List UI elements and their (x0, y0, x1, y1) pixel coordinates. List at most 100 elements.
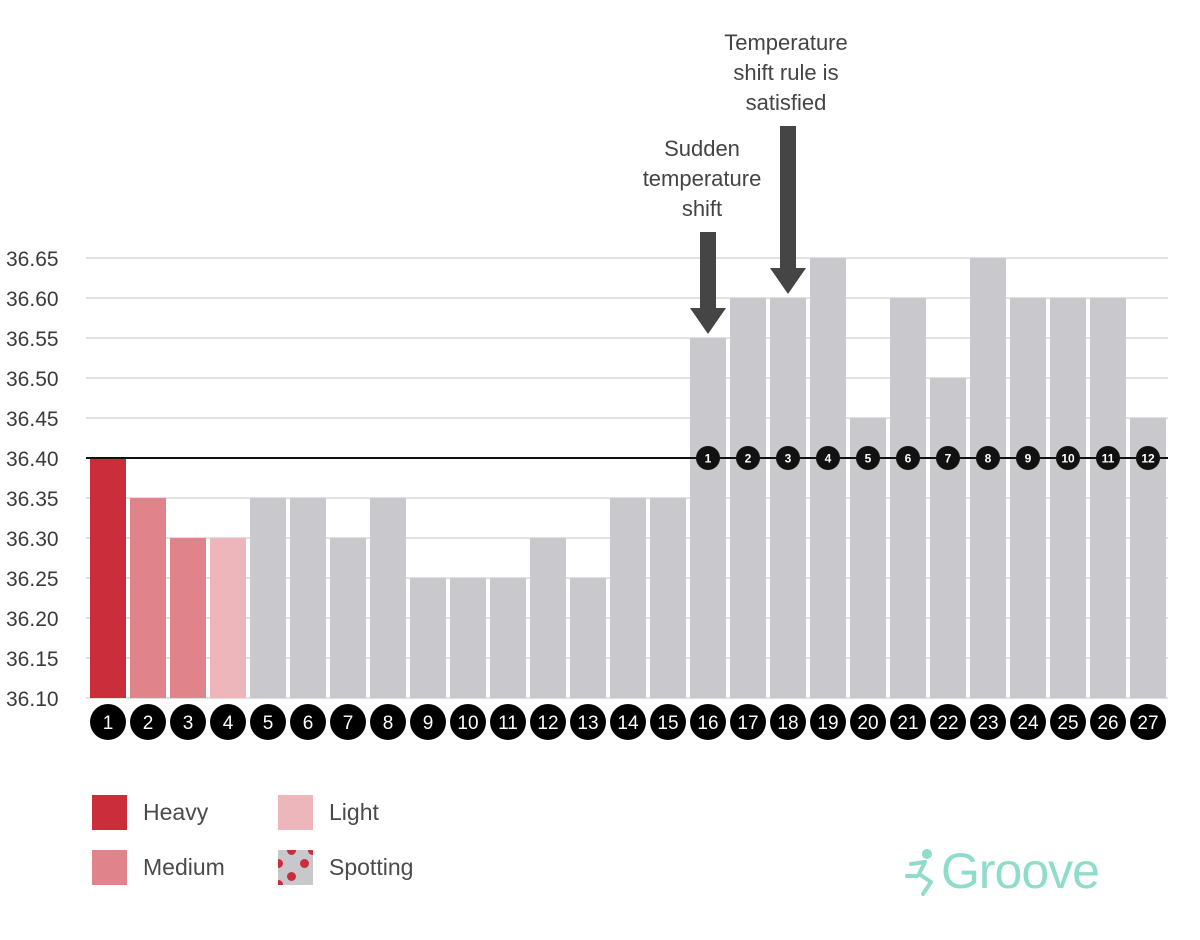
bar (330, 538, 366, 698)
day-label: 10 (457, 713, 478, 734)
bar (1010, 298, 1046, 698)
shift-day-label: 10 (1061, 452, 1075, 466)
shift-day-marker (1056, 446, 1080, 470)
day-label: 15 (657, 713, 678, 734)
y-tick-label: 36.25 (6, 568, 59, 591)
day-marker (290, 704, 326, 740)
shift-day-label: 7 (945, 452, 952, 466)
day-marker (330, 704, 366, 740)
y-tick-label: 36.60 (6, 288, 59, 311)
day-marker (770, 704, 806, 740)
day-marker (650, 704, 686, 740)
day-label: 24 (1017, 713, 1039, 734)
shift-day-label: 5 (865, 452, 872, 466)
y-tick-label: 36.40 (6, 448, 59, 471)
day-label: 7 (343, 713, 354, 734)
shift-day-marker (776, 446, 800, 470)
day-label: 16 (697, 713, 718, 734)
bar (410, 578, 446, 698)
bar (490, 578, 526, 698)
bar (690, 338, 726, 698)
day-label: 22 (937, 713, 958, 734)
bar (1050, 298, 1086, 698)
annotation-text: shift rule is (733, 60, 838, 85)
bar (90, 458, 126, 698)
day-marker (170, 704, 206, 740)
day-label: 5 (263, 713, 274, 734)
day-label: 1 (103, 713, 114, 734)
y-tick-label: 36.10 (6, 688, 59, 711)
shift-day-label: 11 (1102, 452, 1115, 466)
bar (810, 258, 846, 698)
day-label: 17 (737, 713, 758, 734)
legend: Heavy Medium Light Spotting (92, 795, 512, 895)
legend-swatch-light (278, 795, 313, 830)
shift-day-label: 4 (825, 452, 832, 466)
legend-item-spotting: Spotting (278, 850, 413, 885)
annotation-text: shift (682, 196, 722, 221)
groove-logo: Groove (905, 842, 1100, 900)
day-marker (370, 704, 406, 740)
shift-day-label: 12 (1141, 452, 1155, 466)
day-marker (970, 704, 1006, 740)
day-marker (130, 704, 166, 740)
bar (130, 498, 166, 698)
annotation-text: Sudden (664, 136, 740, 161)
day-label: 18 (777, 713, 798, 734)
day-marker (850, 704, 886, 740)
day-marker (1130, 704, 1166, 740)
bar (530, 538, 566, 698)
bar (930, 378, 966, 698)
day-label: 27 (1137, 713, 1158, 734)
legend-label-spotting: Spotting (329, 854, 414, 880)
day-label: 20 (857, 713, 878, 734)
bar (290, 498, 326, 698)
day-marker (810, 704, 846, 740)
legend-swatch-spotting (278, 850, 313, 885)
shift-day-marker (936, 446, 960, 470)
annotation-text: satisfied (746, 90, 827, 115)
groove-figure-icon (905, 849, 933, 896)
shift-day-marker (976, 446, 1000, 470)
brand-name: Groove (941, 843, 1100, 899)
shift-day-marker (1016, 446, 1040, 470)
day-marker (570, 704, 606, 740)
day-label: 6 (303, 713, 314, 734)
day-marker (1010, 704, 1046, 740)
day-marker (530, 704, 566, 740)
bar (1090, 298, 1126, 698)
legend-label-heavy: Heavy (143, 799, 209, 825)
y-tick-label: 36.55 (6, 328, 59, 351)
day-label: 2 (143, 713, 154, 734)
shift-day-label: 3 (785, 452, 792, 466)
bar (170, 538, 206, 698)
bar (450, 578, 486, 698)
day-marker (1090, 704, 1126, 740)
day-label: 21 (897, 713, 918, 734)
day-marker (930, 704, 966, 740)
bar (970, 258, 1006, 698)
day-marker (90, 704, 126, 740)
shift-day-label: 1 (705, 452, 712, 466)
shift-day-marker (896, 446, 920, 470)
y-tick-label: 36.20 (6, 608, 59, 631)
y-tick-label: 36.30 (6, 528, 59, 551)
legend-label-light: Light (329, 799, 379, 825)
shift-day-label: 9 (1025, 452, 1032, 466)
day-marker (1050, 704, 1086, 740)
legend-item-heavy: Heavy (92, 795, 208, 830)
bar (610, 498, 646, 698)
y-tick-label: 36.15 (6, 648, 59, 671)
annotation-text: Temperature (724, 30, 848, 55)
day-marker (250, 704, 286, 740)
shift-day-label: 2 (745, 452, 752, 466)
legend-item-medium: Medium (92, 850, 225, 885)
temperature-chart: 36.10 36.15 36.20 36.25 36.30 36.35 36.40 36.45… (6, 30, 1168, 740)
day-label: 26 (1097, 713, 1118, 734)
legend-swatch-medium (92, 850, 127, 885)
shift-day-label: 6 (905, 452, 912, 466)
y-tick-label: 36.50 (6, 368, 59, 391)
day-marker (210, 704, 246, 740)
legend-item-light: Light (278, 795, 379, 830)
day-label: 11 (498, 713, 518, 734)
